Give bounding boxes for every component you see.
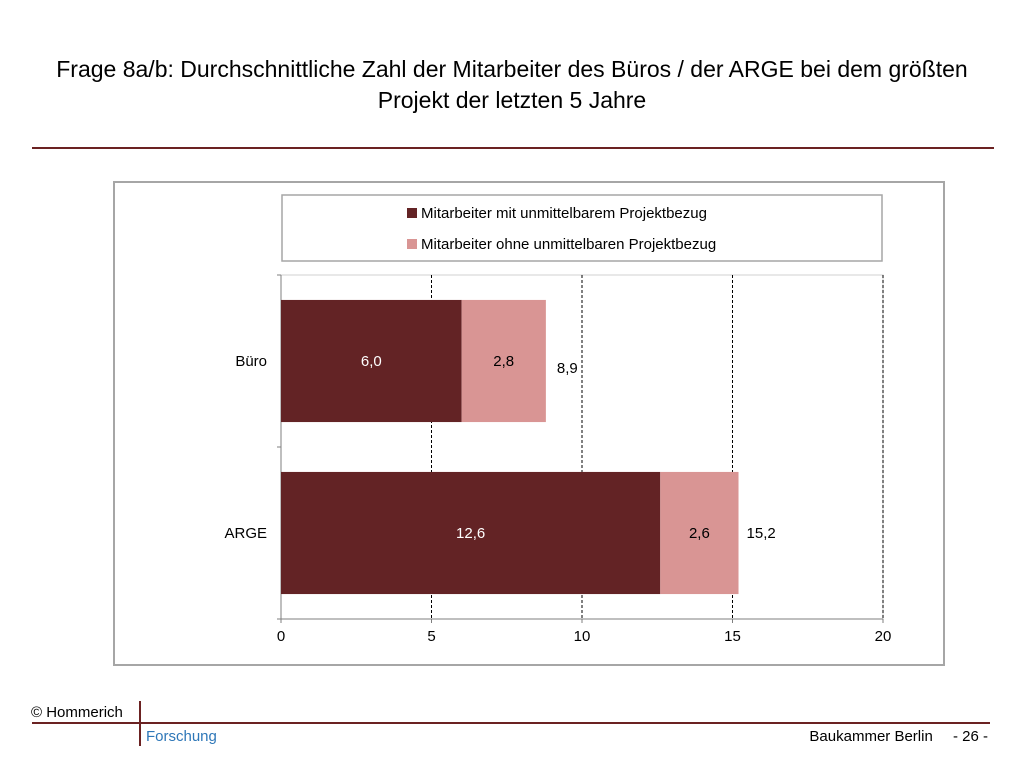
total-label: 8,9 <box>557 360 578 377</box>
chart-frame: Mitarbeiter mit unmittelbarem Projektbez… <box>113 181 945 666</box>
legend-box <box>281 194 883 262</box>
slide-title: Frage 8a/b: Durchschnittliche Zahl der M… <box>56 56 968 113</box>
legend-swatch <box>407 239 417 249</box>
title-divider <box>32 147 994 149</box>
category-label: ARGE <box>224 525 267 542</box>
legend-swatch <box>407 208 417 218</box>
data-label: 12,6 <box>456 525 485 542</box>
data-label: 2,6 <box>689 525 710 542</box>
footer-page-number: - 26 - <box>952 728 988 745</box>
x-tick-label: 10 <box>574 628 591 645</box>
bar-segment <box>660 471 739 595</box>
data-label: 6,0 <box>361 353 382 370</box>
bar-segment <box>281 299 462 423</box>
legend-label: Mitarbeiter mit unmittelbarem Projektbez… <box>421 205 707 222</box>
bar-segment <box>461 299 546 423</box>
x-tick-label: 20 <box>875 628 892 645</box>
x-tick-label: 15 <box>724 628 741 645</box>
footer-meta: Baukammer Berlin - 26 - <box>809 728 988 745</box>
footer-organization: Baukammer Berlin <box>809 728 933 745</box>
data-label: 2,8 <box>493 353 514 370</box>
x-tick-label: 5 <box>427 628 435 645</box>
total-label: 15,2 <box>747 525 776 542</box>
footer-horizontal-rule <box>32 722 990 724</box>
legend-label: Mitarbeiter ohne unmittelbaren Projektbe… <box>421 236 716 253</box>
footer-department: Forschung <box>146 728 217 745</box>
bar-segment <box>281 471 661 595</box>
stacked-bar-chart: Mitarbeiter mit unmittelbarem Projektbez… <box>224 194 892 645</box>
category-label: Büro <box>235 353 267 370</box>
footer-copyright: © Hommerich <box>31 704 123 721</box>
x-tick-label: 0 <box>277 628 285 645</box>
